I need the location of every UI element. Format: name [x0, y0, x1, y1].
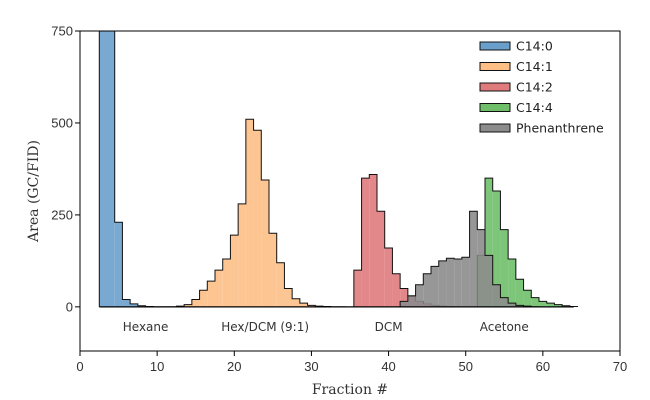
bar [454, 259, 462, 307]
bar [515, 305, 524, 307]
y-axis-label: Area (GC/FID) [26, 140, 42, 243]
annotation-label: Hex/DCM (9:1) [221, 320, 309, 334]
bar [99, 31, 107, 307]
bar [284, 288, 293, 307]
bar [245, 119, 254, 307]
bar [114, 222, 123, 307]
bar [423, 273, 431, 307]
bar [269, 233, 277, 307]
bar [253, 130, 262, 307]
bar [392, 273, 401, 307]
bar [431, 266, 439, 307]
bar [199, 290, 208, 307]
bar [438, 260, 447, 307]
bar [276, 262, 285, 307]
y-tick-label: 0 [66, 299, 73, 314]
bar-outline [399, 210, 539, 308]
legend-swatch [479, 123, 511, 133]
ticks-layer: 0 10 20 30 40 50 60 70 0 250 500 750 [51, 24, 627, 375]
bar [107, 31, 115, 307]
legend-swatch [479, 82, 511, 92]
bar [554, 304, 563, 307]
legend-item: C14:1 [479, 59, 553, 74]
bar [353, 270, 362, 307]
bar [492, 284, 501, 307]
annotation-label: Hexane [123, 320, 169, 334]
bar [415, 284, 424, 307]
legend-swatch [479, 103, 511, 112]
legend-swatch [479, 41, 511, 51]
legend-item: Phenanthrene [479, 121, 604, 136]
bar [207, 281, 215, 307]
legend-item: C14:2 [479, 80, 553, 95]
bar [500, 229, 509, 307]
bar [407, 295, 416, 307]
bar [461, 257, 470, 307]
bar-outline [175, 118, 347, 308]
bar [508, 259, 516, 307]
bar [531, 297, 539, 307]
bar [292, 298, 300, 307]
bar [369, 174, 377, 307]
bar [400, 288, 408, 307]
bar [191, 299, 200, 307]
bar [492, 191, 501, 307]
bar [238, 203, 246, 307]
series-phenanthrene [399, 210, 539, 308]
legend-item: C14:0 [479, 39, 553, 54]
bar [377, 211, 385, 307]
bar [477, 229, 485, 307]
bar [508, 303, 516, 307]
x-tick-label: 30 [304, 359, 318, 374]
x-tick-label: 0 [76, 359, 83, 374]
annotation-label: DCM [375, 320, 403, 334]
bar [485, 178, 493, 307]
bar [299, 303, 308, 307]
annotation-label: Acetone [480, 320, 529, 334]
bar [446, 258, 455, 307]
y-tick-label: 750 [51, 24, 73, 39]
bar [307, 305, 316, 307]
legend: C14:0 C14:1 C14:2 C14:4 Phenanthrene [479, 39, 604, 136]
bar [400, 301, 408, 307]
bar [539, 301, 547, 307]
x-axis-label: Fraction # [312, 382, 388, 398]
legend-label: C14:4 [516, 100, 553, 115]
x-tick-label: 70 [613, 359, 627, 374]
bar [523, 290, 532, 307]
x-tick-label: 60 [536, 359, 550, 374]
bar [469, 211, 478, 307]
bar [184, 304, 192, 307]
y-tick-label: 500 [51, 115, 73, 130]
x-tick-label: 40 [381, 359, 395, 374]
bar [515, 279, 524, 307]
bar [222, 259, 231, 307]
legend-swatch [479, 62, 511, 71]
legend-label: C14:0 [516, 39, 553, 54]
legend-item: C14:4 [479, 100, 553, 115]
bar [230, 235, 239, 307]
annotations-layer: Hexane Hex/DCM (9:1) DCM Acetone [123, 320, 529, 334]
x-tick-label: 20 [227, 359, 241, 374]
legend-label: C14:2 [516, 80, 553, 95]
bar [361, 178, 370, 307]
bar [500, 297, 509, 307]
bar [122, 299, 131, 307]
bars-layer [98, 31, 579, 308]
bar [384, 248, 393, 307]
legend-label: Phenanthrene [516, 121, 604, 136]
bar-outline [476, 177, 579, 307]
bar [215, 270, 223, 307]
x-tick-label: 50 [458, 359, 472, 374]
bar [261, 179, 269, 307]
y-tick-label: 250 [51, 207, 73, 222]
bar [546, 303, 555, 307]
bar [485, 255, 493, 307]
plot-frame [79, 30, 621, 352]
legend-label: C14:1 [516, 59, 553, 74]
x-tick-label: 10 [150, 359, 164, 374]
bar [130, 303, 138, 307]
